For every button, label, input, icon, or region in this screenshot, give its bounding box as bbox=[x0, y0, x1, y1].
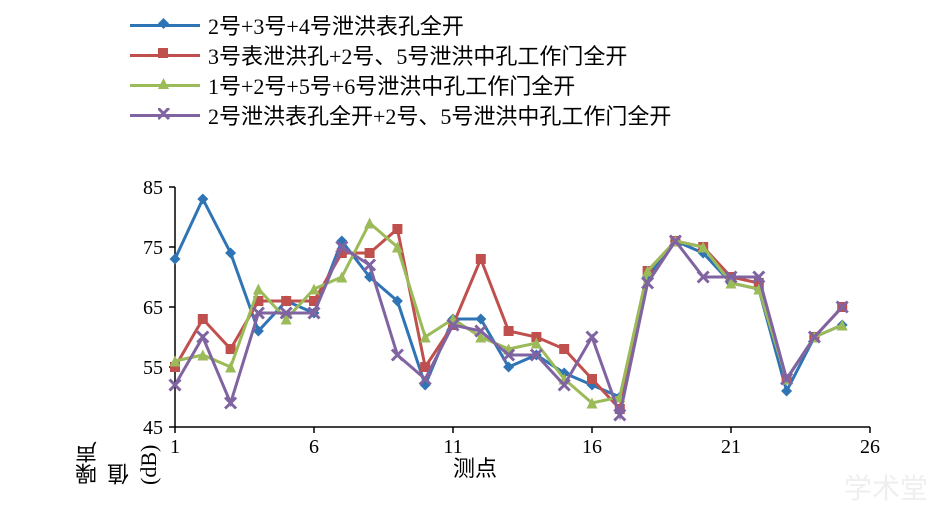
svg-text:75: 75 bbox=[143, 237, 163, 259]
legend-item: 2号+3号+4号泄洪表孔全开 bbox=[130, 10, 671, 40]
svg-text:45: 45 bbox=[143, 417, 163, 439]
legend-swatch bbox=[130, 75, 200, 95]
svg-text:21: 21 bbox=[721, 436, 741, 458]
watermark: 学术堂 bbox=[844, 467, 928, 507]
legend-label: 2号泄洪表孔全开+2号、5号泄洪中孔工作门全开 bbox=[208, 99, 671, 131]
legend: 2号+3号+4号泄洪表孔全开 3号表泄洪孔+2号、5号泄洪中孔工作门全开 1号+… bbox=[130, 10, 671, 130]
legend-item: 1号+2号+5号+6号泄洪中孔工作门全开 bbox=[130, 70, 671, 100]
svg-text:1: 1 bbox=[170, 436, 180, 458]
svg-text:16: 16 bbox=[582, 436, 602, 458]
svg-text:65: 65 bbox=[143, 297, 163, 319]
svg-text:85: 85 bbox=[143, 177, 163, 199]
legend-label: 2号+3号+4号泄洪表孔全开 bbox=[208, 9, 464, 41]
plot-svg: 45556575851611162126 bbox=[60, 175, 890, 485]
legend-item: 2号泄洪表孔全开+2号、5号泄洪中孔工作门全开 bbox=[130, 100, 671, 130]
legend-label: 1号+2号+5号+6号泄洪中孔工作门全开 bbox=[208, 69, 575, 101]
x-axis-label: 测点 bbox=[453, 451, 497, 483]
legend-swatch bbox=[130, 45, 200, 65]
chart-area: 噪声值(dB) 45556575851611162126 测点 bbox=[60, 175, 890, 485]
legend-label: 3号表泄洪孔+2号、5号泄洪中孔工作门全开 bbox=[208, 39, 627, 71]
chart-container: 2号+3号+4号泄洪表孔全开 3号表泄洪孔+2号、5号泄洪中孔工作门全开 1号+… bbox=[0, 0, 938, 515]
legend-swatch bbox=[130, 105, 200, 125]
svg-text:6: 6 bbox=[309, 436, 319, 458]
legend-item: 3号表泄洪孔+2号、5号泄洪中孔工作门全开 bbox=[130, 40, 671, 70]
legend-swatch bbox=[130, 15, 200, 35]
svg-text:55: 55 bbox=[143, 357, 163, 379]
svg-text:26: 26 bbox=[860, 436, 880, 458]
